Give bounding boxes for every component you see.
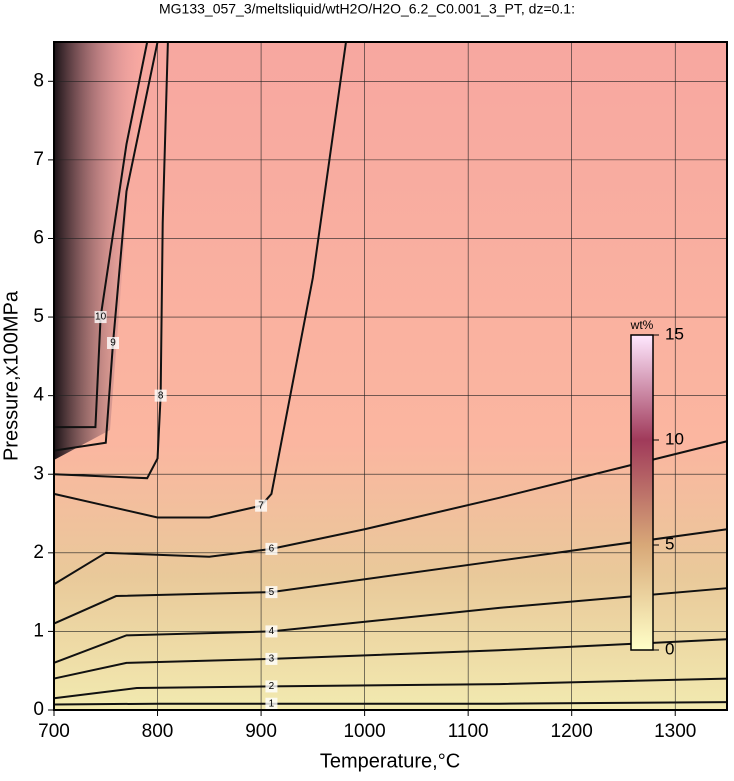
y-tick-label: 4 bbox=[33, 385, 44, 406]
x-tick-label: 1300 bbox=[654, 721, 696, 742]
contour-label: 7 bbox=[258, 500, 264, 511]
contour-label-box bbox=[255, 499, 268, 512]
contour-label: 8 bbox=[158, 390, 164, 401]
plot-frame bbox=[53, 41, 728, 711]
contour-label-box bbox=[94, 311, 107, 324]
contour-line bbox=[53, 41, 169, 480]
y-tick-label: 7 bbox=[33, 149, 44, 170]
colorbar-label: wt% bbox=[630, 318, 654, 332]
y-tick-label: 5 bbox=[33, 306, 44, 327]
x-axis-label: Temperature,°C bbox=[320, 750, 460, 772]
colorbar bbox=[630, 334, 654, 651]
colorbar-tick-label: 15 bbox=[665, 324, 684, 343]
x-tick-label: 900 bbox=[245, 721, 277, 742]
contour-label: 10 bbox=[95, 312, 107, 323]
x-tick-label: 1000 bbox=[343, 721, 385, 742]
contour-label: 5 bbox=[269, 587, 275, 598]
colorbar-tick-label: 0 bbox=[665, 639, 674, 658]
contour-label-box bbox=[265, 680, 278, 693]
y-tick-label: 1 bbox=[33, 620, 44, 641]
contour-label-box bbox=[265, 697, 278, 710]
contour-label: 4 bbox=[269, 626, 275, 637]
contour-label: 9 bbox=[110, 338, 116, 349]
contour-label-box bbox=[265, 586, 278, 599]
x-tick-label: 700 bbox=[38, 721, 70, 742]
contour-label: 2 bbox=[269, 681, 275, 692]
chart-title: MG133_057_3/meltsliquid/wtH2O/H2O_6.2_C0… bbox=[159, 1, 575, 17]
y-axis-label: Pressure,x100MPa bbox=[0, 290, 22, 461]
colorbar-tick-label: 5 bbox=[665, 534, 674, 553]
y-tick-label: 8 bbox=[33, 70, 44, 91]
y-tick-label: 2 bbox=[33, 542, 44, 563]
contour-label-box bbox=[107, 336, 120, 349]
contour-label: 1 bbox=[269, 698, 275, 709]
contour-label: 3 bbox=[269, 654, 275, 665]
y-tick-label: 6 bbox=[33, 227, 44, 248]
x-tick-label: 800 bbox=[142, 721, 174, 742]
contour-label: 6 bbox=[269, 544, 275, 555]
plot-background bbox=[54, 42, 727, 710]
y-tick-label: 0 bbox=[33, 699, 44, 720]
x-tick-label: 1100 bbox=[448, 721, 489, 742]
x-tick-label: 1200 bbox=[551, 721, 593, 742]
contour-label-box bbox=[265, 625, 278, 638]
y-tick-label: 3 bbox=[33, 463, 44, 484]
contour-label-box bbox=[265, 542, 278, 555]
colorbar-tick-label: 10 bbox=[665, 429, 684, 448]
contour-line bbox=[53, 41, 347, 519]
contour-label-box bbox=[154, 389, 167, 402]
contour-label-box bbox=[265, 652, 278, 665]
dark-region bbox=[54, 42, 140, 460]
